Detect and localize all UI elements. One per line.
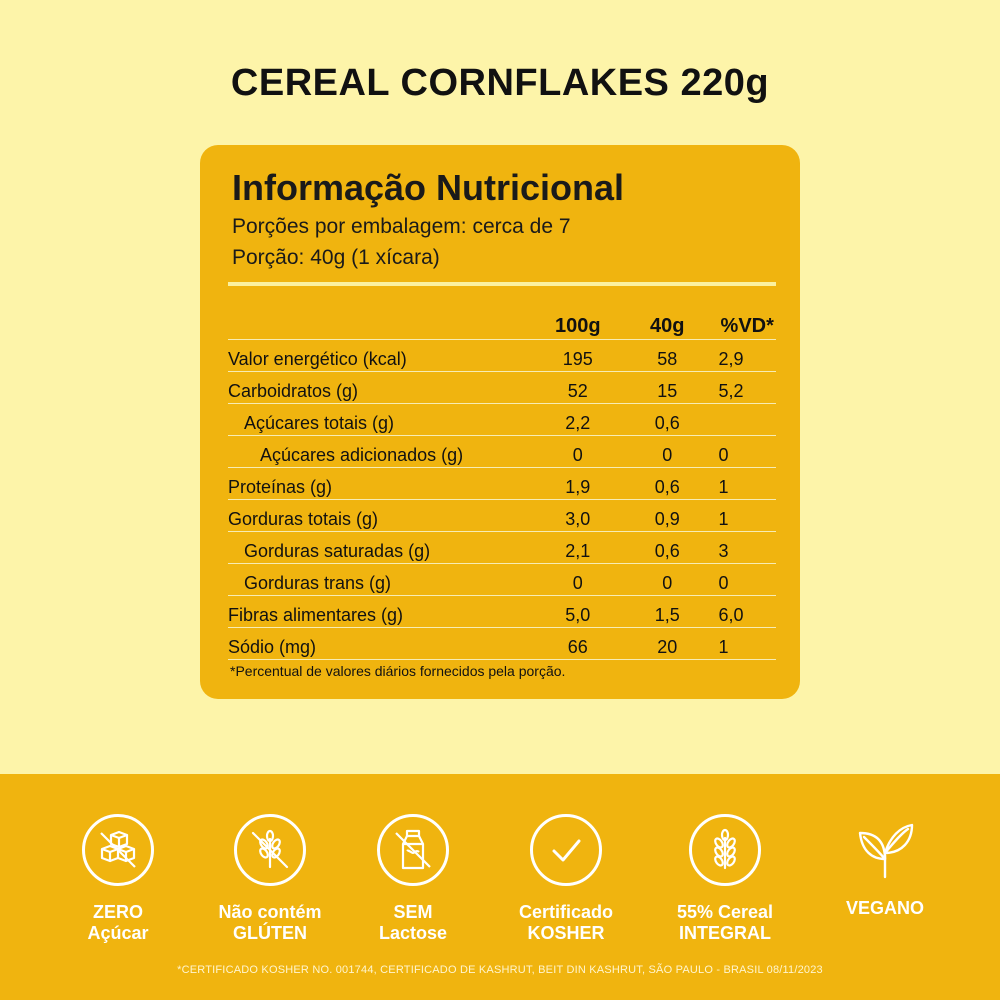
row-label: Açúcares adicionados (g) xyxy=(228,435,540,468)
badge-line2: INTEGRAL xyxy=(679,923,771,943)
badge-line2: GLÚTEN xyxy=(233,923,307,943)
table-row: Açúcares totais (g) 2,2 0,6 xyxy=(228,403,776,436)
row-label: Gorduras trans (g) xyxy=(228,563,540,596)
badge-zero-sugar: ZERO Açúcar xyxy=(43,814,193,944)
value-100g: 0 xyxy=(539,563,617,596)
portion-size: Porção: 40g (1 xícara) xyxy=(232,246,440,269)
checkmark-icon xyxy=(530,814,602,886)
table-row: Sódio (mg) 66 20 1 xyxy=(228,627,776,660)
kosher-disclaimer: *CERTIFICADO KOSHER NO. 001744, CERTIFIC… xyxy=(177,964,823,976)
table-row: Valor energético (kcal) 195 58 2,9 xyxy=(228,339,776,372)
row-label: Gorduras totais (g) xyxy=(228,499,540,532)
wheat-grain-icon xyxy=(689,814,761,886)
table-row: Gorduras trans (g) 0 0 0 xyxy=(228,563,776,596)
nutrition-facts-panel: Informação Nutricional Porções por embal… xyxy=(200,145,800,699)
value-vd: 3 xyxy=(718,531,776,564)
badge-line1: VEGANO xyxy=(845,898,924,918)
table-row: Gorduras totais (g) 3,0 0,9 1 xyxy=(228,499,776,532)
value-40g: 0,9 xyxy=(616,499,719,532)
sugar-cubes-crossed-icon xyxy=(82,814,154,886)
badge-line1: ZERO xyxy=(92,902,143,922)
table-row: Carboidratos (g) 52 15 5,2 xyxy=(228,371,776,404)
value-40g: 20 xyxy=(616,627,719,660)
value-40g: 0 xyxy=(616,435,719,468)
badge-line2: KOSHER xyxy=(527,923,605,943)
row-label: Açúcares totais (g) xyxy=(228,403,540,436)
badge-line1: Certificado xyxy=(518,902,614,922)
header-label xyxy=(228,308,540,340)
product-title: CEREAL CORNFLAKES 220g xyxy=(230,62,770,104)
row-label: Proteínas (g) xyxy=(228,467,540,500)
value-40g: 1,5 xyxy=(616,595,719,628)
badge-kosher: Certificado KOSHER xyxy=(491,814,641,944)
value-40g: 0,6 xyxy=(616,467,719,500)
row-label: Gorduras saturadas (g) xyxy=(228,531,540,564)
value-40g: 58 xyxy=(616,339,719,372)
value-vd: 0 xyxy=(718,435,776,468)
badge-line1: Não contém xyxy=(218,902,322,922)
value-100g: 2,1 xyxy=(539,531,617,564)
badge-whole-grain: 55% Cereal INTEGRAL xyxy=(650,814,800,944)
value-40g: 0 xyxy=(616,563,719,596)
wheat-crossed-icon xyxy=(234,814,306,886)
value-vd: 6,0 xyxy=(718,595,776,628)
value-vd: 1 xyxy=(718,627,776,660)
value-100g: 52 xyxy=(539,371,617,404)
value-100g: 66 xyxy=(539,627,617,660)
row-label: Fibras alimentares (g) xyxy=(228,595,540,628)
value-40g: 0,6 xyxy=(616,403,719,436)
table-row: Açúcares adicionados (g) 0 0 0 xyxy=(228,435,776,468)
value-100g: 1,9 xyxy=(539,467,617,500)
header-100g: 100g xyxy=(539,308,617,340)
leaves-icon xyxy=(849,814,921,886)
header-vd: %VD* xyxy=(718,308,776,340)
badge-line2: Açúcar xyxy=(87,923,149,943)
table-row: Gorduras saturadas (g) 2,1 0,6 3 xyxy=(228,531,776,564)
divider xyxy=(228,282,776,286)
row-label: Valor energético (kcal) xyxy=(228,339,540,372)
value-40g: 0,6 xyxy=(616,531,719,564)
value-vd xyxy=(718,403,776,436)
badge-line1: 55% Cereal xyxy=(676,902,774,922)
row-label: Carboidratos (g) xyxy=(228,371,540,404)
badge-vegan: VEGANO xyxy=(810,814,960,919)
value-vd: 0 xyxy=(718,563,776,596)
panel-heading: Informação Nutricional xyxy=(232,167,625,208)
value-100g: 5,0 xyxy=(539,595,617,628)
badge-line2: Lactose xyxy=(378,923,448,943)
header-40g: 40g xyxy=(616,308,719,340)
footnote: *Percentual de valores diários fornecido… xyxy=(230,663,566,679)
table-header-row: 100g 40g %VD* xyxy=(228,308,776,340)
badge-lactose-free: SEM Lactose xyxy=(338,814,488,944)
value-vd: 1 xyxy=(718,499,776,532)
badge-line1: SEM xyxy=(393,902,433,922)
value-100g: 195 xyxy=(539,339,617,372)
badge-gluten-free: Não contém GLÚTEN xyxy=(195,814,345,944)
claims-band: ZERO Açúcar Não contém GLÚTEN xyxy=(0,774,1000,1000)
value-100g: 0 xyxy=(539,435,617,468)
table-row: Proteínas (g) 1,9 0,6 1 xyxy=(228,467,776,500)
value-vd: 1 xyxy=(718,467,776,500)
row-label: Sódio (mg) xyxy=(228,627,540,660)
value-vd: 2,9 xyxy=(718,339,776,372)
servings-per-package: Porções por embalagem: cerca de 7 xyxy=(232,215,571,238)
value-40g: 15 xyxy=(616,371,719,404)
milk-carton-crossed-icon xyxy=(377,814,449,886)
table-row: Fibras alimentares (g) 5,0 1,5 6,0 xyxy=(228,595,776,628)
nutrition-table: 100g 40g %VD* Valor energético (kcal) 19… xyxy=(228,308,776,660)
value-vd: 5,2 xyxy=(718,371,776,404)
value-100g: 2,2 xyxy=(539,403,617,436)
value-100g: 3,0 xyxy=(539,499,617,532)
